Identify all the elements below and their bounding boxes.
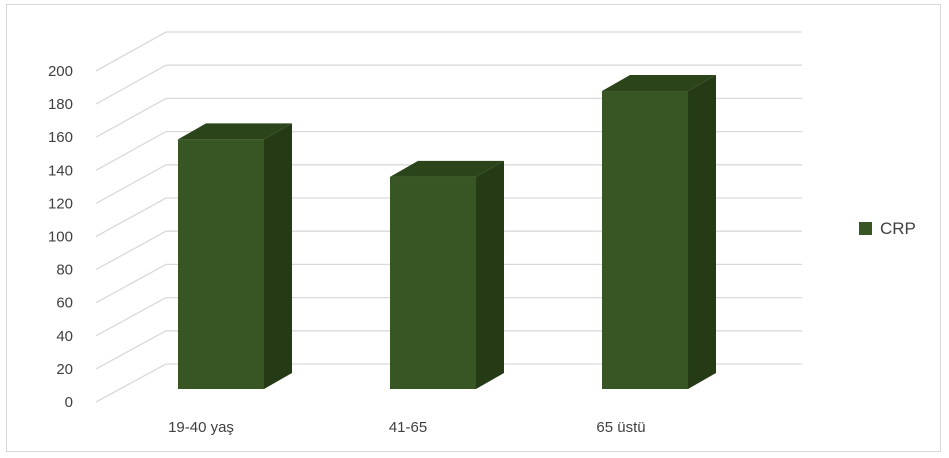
gridline: [95, 330, 802, 370]
y-tick-label: 200: [48, 63, 73, 80]
bar: [602, 91, 688, 389]
category-label: 41-65: [389, 419, 427, 436]
bar-top: [390, 160, 504, 177]
gridlines: [95, 31, 802, 403]
y-tick-label: 140: [48, 162, 73, 179]
gridline: [95, 97, 802, 138]
bar-top: [178, 123, 292, 140]
legend-swatch: [859, 222, 872, 235]
gridline: [95, 31, 802, 72]
gridline: [95, 164, 802, 204]
bar: [178, 139, 264, 389]
bar-side: [688, 75, 716, 389]
y-tick-label: 100: [48, 229, 73, 246]
gridline: [95, 230, 802, 271]
category-label: 19-40 yaş: [168, 419, 234, 436]
legend-label: CRP: [880, 219, 916, 238]
y-tick-label: 120: [48, 195, 73, 212]
bar-side: [476, 160, 504, 389]
y-tick-label: 20: [56, 361, 73, 378]
gridline: [95, 296, 802, 337]
bar-top: [602, 75, 716, 92]
x-axis-categories: 19-40 yaş 41-65 65 üstü: [168, 419, 646, 436]
y-tick-label: 60: [56, 295, 73, 312]
y-tick-label: 80: [56, 262, 73, 279]
category-label: 65 üstü: [596, 419, 645, 436]
y-tick-label: 160: [48, 129, 73, 146]
gridline: [95, 363, 802, 403]
bar: [390, 176, 476, 389]
bars: [178, 75, 716, 390]
gridline: [95, 263, 802, 304]
gridline: [95, 130, 802, 171]
legend: CRP: [859, 219, 916, 238]
y-axis-ticks: 0 20 40 60 80 100 120 140 160 180 200: [48, 63, 73, 411]
y-tick-label: 40: [56, 328, 73, 345]
bar-side: [264, 123, 292, 390]
y-tick-label: 0: [65, 394, 73, 411]
gridline: [95, 197, 802, 238]
y-tick-label: 180: [48, 96, 73, 113]
gridline: [95, 64, 802, 105]
